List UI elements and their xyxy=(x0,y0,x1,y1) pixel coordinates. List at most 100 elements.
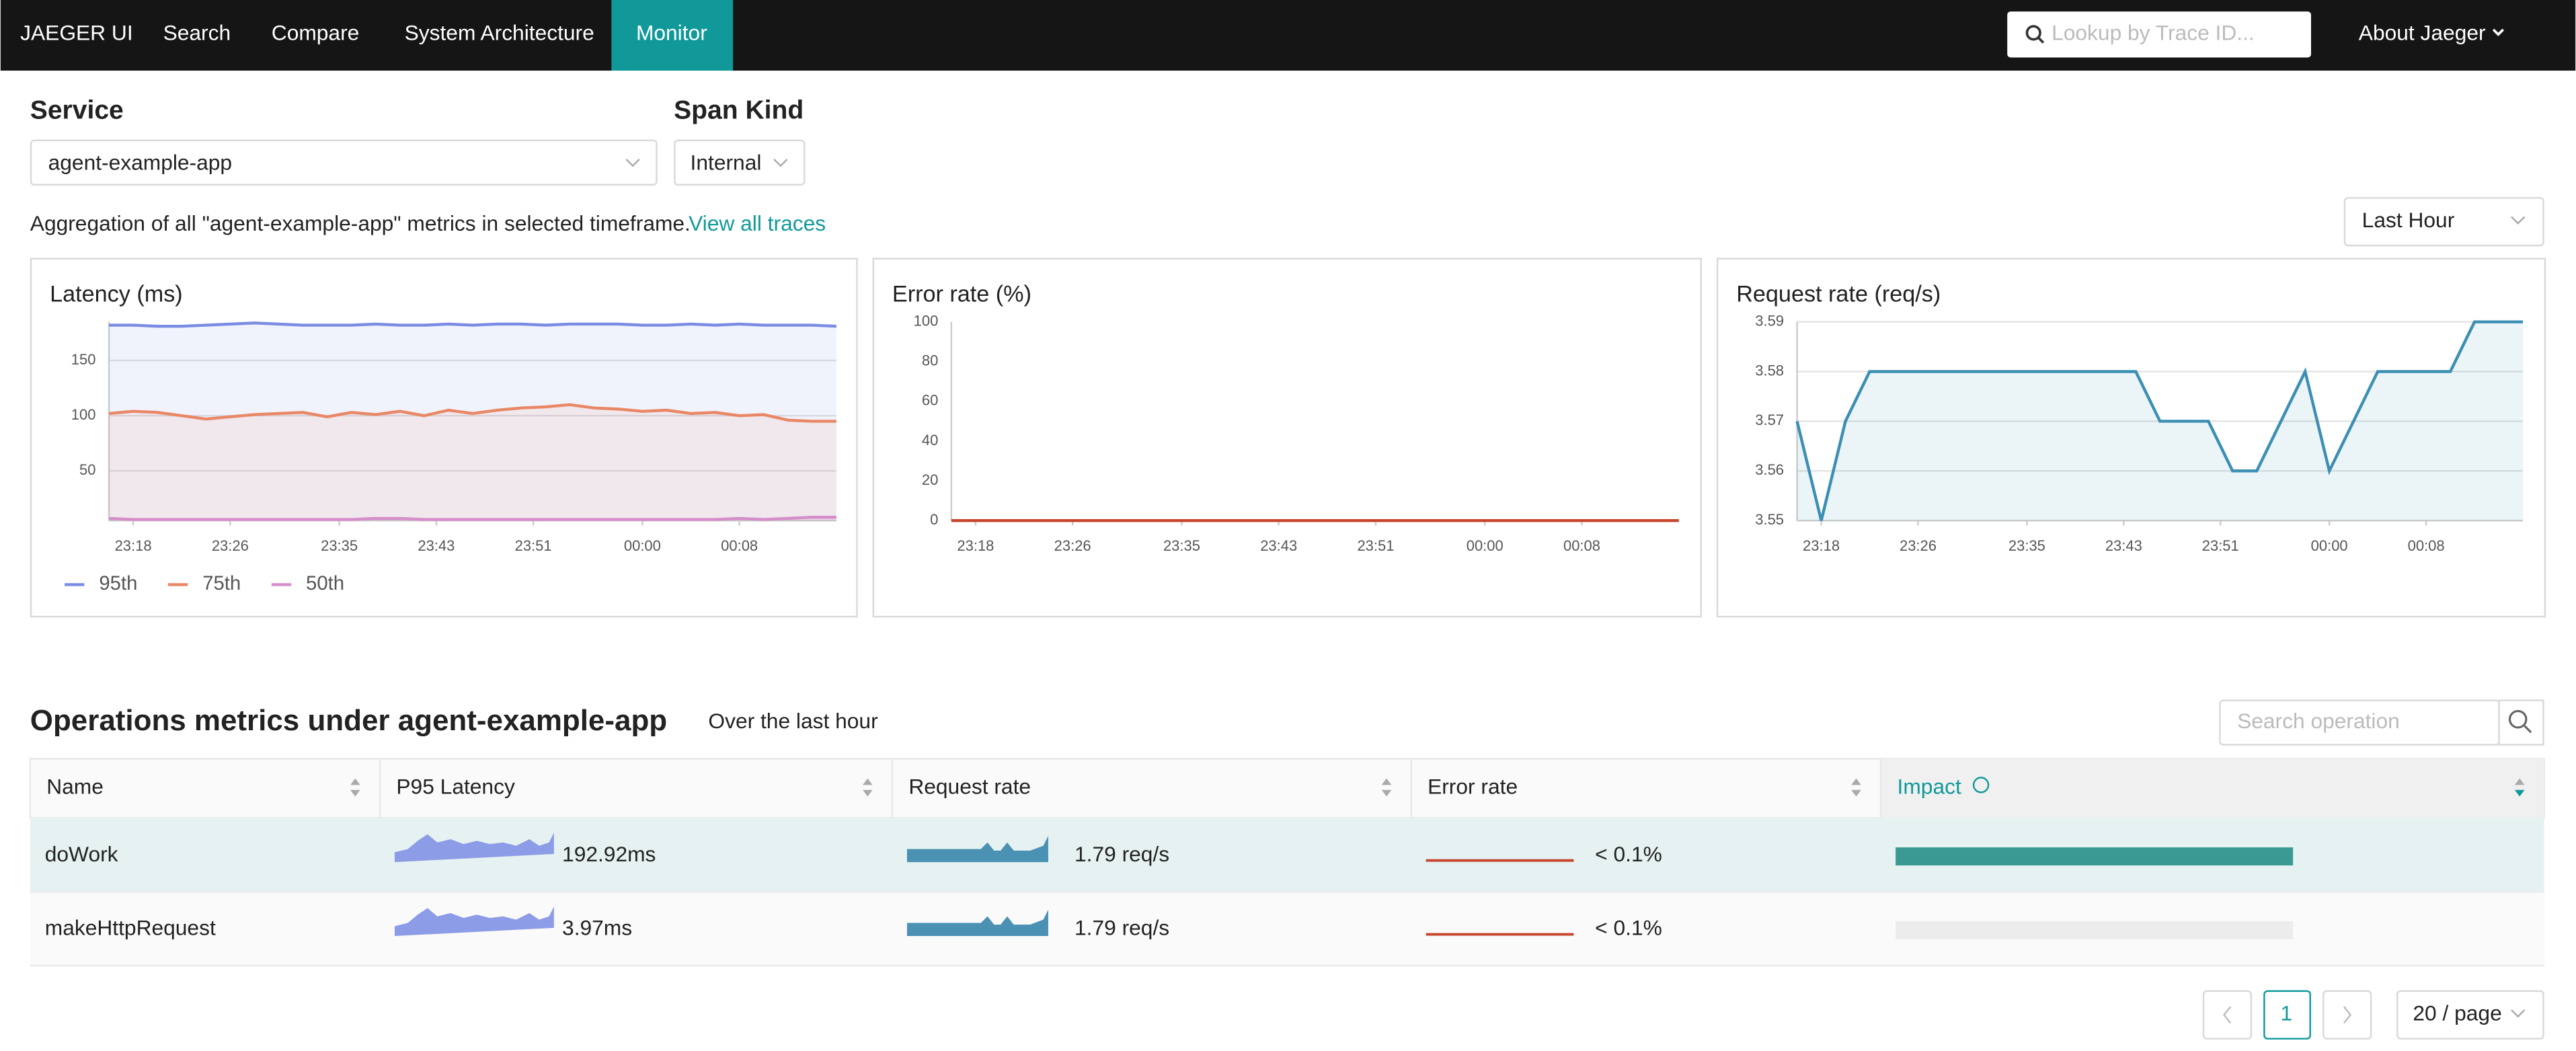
chevron xyxy=(2222,1006,2232,1024)
x-tick-label: 23:18 xyxy=(115,537,152,554)
sorted-column xyxy=(1881,758,2544,818)
x-tick-label: 23:18 xyxy=(957,537,994,554)
select-value: Last Hour xyxy=(2362,208,2455,232)
span-kind-select[interactable] xyxy=(674,139,806,186)
sort-icon xyxy=(1851,778,1861,797)
y-tick-label: 3.55 xyxy=(1755,511,1784,528)
y-tick-label: 3.58 xyxy=(1755,362,1784,379)
x-tick-label: 23:35 xyxy=(2008,537,2045,554)
x-tick-label: 23:43 xyxy=(2105,537,2142,554)
series-line xyxy=(108,516,836,521)
series-line xyxy=(109,321,836,328)
column-header[interactable]: P95 Latency xyxy=(396,775,515,799)
info-icon xyxy=(1972,777,1990,793)
y-tick-label: 50 xyxy=(79,461,95,478)
sort-icon xyxy=(2514,789,2525,797)
column-header[interactable]: Name xyxy=(46,775,104,799)
select-value: Internal xyxy=(691,151,762,175)
impact-track xyxy=(1896,921,2294,939)
nav-link[interactable]: Search xyxy=(163,21,231,45)
timeframe-select[interactable] xyxy=(2343,197,2544,247)
y-tick-label: 0 xyxy=(930,511,938,528)
charts: Latency (ms) 50 100 150 23:18 23:26 23:35 23:43… xyxy=(50,282,2524,594)
column-header[interactable]: Impact xyxy=(1898,775,1961,799)
x-tick-label: 23:26 xyxy=(1900,537,1937,554)
area-fill xyxy=(109,404,836,521)
x-tick-label: 00:08 xyxy=(1563,537,1600,554)
x-tick-label: 23:26 xyxy=(1054,537,1091,554)
chart-card xyxy=(1716,258,2546,618)
label: Span Kind xyxy=(674,95,804,124)
chevron xyxy=(625,159,640,167)
about-menu[interactable]: About Jaeger xyxy=(2359,21,2486,45)
link[interactable]: View all traces xyxy=(689,211,826,235)
rate-value: 1.79 req/s xyxy=(1075,842,1169,866)
trace-search[interactable] xyxy=(2007,11,2311,58)
chart-title: Latency (ms) xyxy=(50,282,183,307)
nav-link[interactable]: Compare xyxy=(272,21,360,45)
column-header[interactable]: Request rate xyxy=(908,775,1031,799)
service-select[interactable] xyxy=(30,139,658,186)
prev-page[interactable] xyxy=(2202,990,2253,1040)
rate-sparkline xyxy=(906,909,1048,937)
search-icon xyxy=(2508,709,2528,729)
brand[interactable]: JAEGER UI xyxy=(20,21,133,45)
nav-link[interactable]: Monitor xyxy=(636,21,707,45)
sort-icon xyxy=(862,778,873,797)
x-tick-label: 23:35 xyxy=(321,537,358,554)
chevron xyxy=(2343,1006,2352,1024)
nav-link[interactable]: System Architecture xyxy=(405,21,594,45)
x-tick-label: 00:08 xyxy=(721,537,758,554)
page-number: 1 xyxy=(2281,1001,2293,1025)
y-tick-label: 150 xyxy=(71,351,96,368)
y-tick-label: 20 xyxy=(922,471,938,488)
placeholder: Search operation xyxy=(2237,709,2400,733)
next-page[interactable] xyxy=(2323,990,2372,1040)
x-tick-label: 23:26 xyxy=(212,537,249,554)
operation-name: doWork xyxy=(45,842,118,866)
y-tick-label: 3.56 xyxy=(1755,461,1784,478)
active-tab xyxy=(611,0,734,71)
y-tick-label: 80 xyxy=(922,352,938,369)
x-tick-label: 23:43 xyxy=(418,537,455,554)
chevron xyxy=(2511,1009,2526,1018)
search-icon xyxy=(2037,36,2045,44)
x-tick-label: 23:51 xyxy=(2202,537,2239,554)
chart-card xyxy=(30,258,858,618)
x-tick-label: 00:00 xyxy=(1467,537,1504,554)
series-line xyxy=(108,403,836,423)
sort-icon xyxy=(2514,778,2525,785)
chevron xyxy=(2511,216,2526,225)
search-button[interactable] xyxy=(2498,699,2544,746)
section-subtitle: Over the last hour xyxy=(708,709,878,733)
label: Service xyxy=(30,95,124,124)
x-tick-label: 00:00 xyxy=(624,537,661,554)
impact-bar xyxy=(1896,847,2294,866)
error-value: < 0.1% xyxy=(1595,916,1662,940)
y-tick-label: 60 xyxy=(922,392,938,409)
x-tick-label: 23:51 xyxy=(1357,537,1394,554)
search-icon xyxy=(2524,725,2532,734)
legend-label: 50th xyxy=(306,572,344,594)
chart-title: Request rate (req/s) xyxy=(1736,282,1941,307)
section-title: Operations metrics under agent-example-a… xyxy=(30,704,667,737)
select-value: agent-example-app xyxy=(48,151,232,175)
latency-value: 192.92ms xyxy=(562,842,656,866)
page-size-select[interactable] xyxy=(2396,990,2544,1040)
chevron xyxy=(2492,28,2505,36)
column-header[interactable]: Error rate xyxy=(1428,775,1518,799)
page-button[interactable] xyxy=(2263,990,2311,1040)
rate-sparkline xyxy=(906,836,1048,863)
x-tick-label: 23:51 xyxy=(515,537,552,554)
summary: Aggregation of all "agent-example-app" m… xyxy=(30,211,691,235)
chart-card xyxy=(872,258,1702,618)
x-tick-label: 23:43 xyxy=(1260,537,1297,554)
legend-label: 75th xyxy=(202,572,241,594)
x-tick-label: 23:18 xyxy=(1803,537,1840,554)
sort-icons xyxy=(350,778,2525,797)
x-tick-label: 23:35 xyxy=(1163,537,1200,554)
sort-icon xyxy=(1381,778,1392,797)
legend-label: 95th xyxy=(99,572,137,594)
